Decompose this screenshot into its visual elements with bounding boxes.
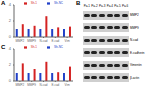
svg-text:Vim: Vim (65, 39, 71, 43)
html-text:β-actin: β-actin (130, 75, 140, 80)
svg-text:Vim: Vim (65, 83, 71, 87)
svg-text:E-cad: E-cad (51, 39, 59, 43)
html-text:A: A (1, 0, 6, 6)
svg-text:0: 0 (9, 34, 12, 39)
svg-text:N-cad: N-cad (39, 39, 47, 43)
html-text:Sh-NC: Sh-NC (54, 45, 63, 49)
svg-text:N-cad: N-cad (39, 83, 47, 87)
svg-text:E-cad: E-cad (51, 83, 59, 87)
svg-text:4: 4 (9, 46, 12, 51)
svg-text:2: 2 (9, 62, 12, 67)
svg-text:MMP2: MMP2 (16, 83, 25, 87)
html-text:C: C (1, 44, 6, 50)
html-text:MMP2: MMP2 (130, 13, 139, 17)
svg-text:4: 4 (9, 2, 12, 7)
html-text:MMP9: MMP9 (130, 25, 139, 30)
svg-text:MMP9: MMP9 (27, 83, 36, 87)
html-text:B Pa-1 Pa-2 Pa-3 Pa-4 Pa-5 Pa-: B Pa-1 Pa-2 Pa-3 Pa-4 Pa-5 Pa-6 (76, 0, 129, 8)
svg-text:2: 2 (9, 18, 12, 23)
svg-text:MMP2: MMP2 (16, 39, 25, 43)
html-text:Sh-NC: Sh-NC (54, 1, 63, 5)
html-text:Vimentin: Vimentin (130, 63, 142, 67)
html-text:E-cadherin: E-cadherin (130, 50, 145, 55)
html-text:Sh-1: Sh-1 (30, 1, 37, 5)
svg-text:MMP9: MMP9 (27, 39, 36, 43)
svg-text:0: 0 (9, 78, 12, 83)
html-text:Sh-1: Sh-1 (30, 45, 37, 49)
html-text:N-cad: N-cad (130, 38, 138, 42)
